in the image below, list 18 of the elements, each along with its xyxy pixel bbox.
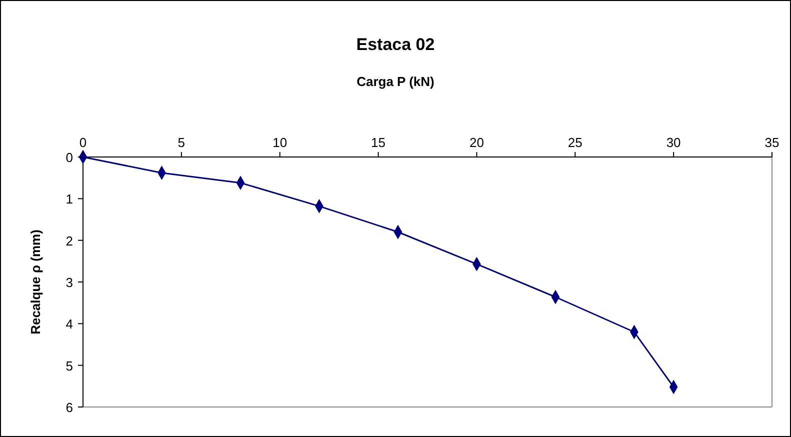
y-tick-label: 0 <box>66 150 73 165</box>
x-axis-title: Carga P (kN) <box>356 74 434 89</box>
chart-title: Estaca 02 <box>356 35 435 54</box>
x-tick-label: 0 <box>79 135 87 150</box>
y-tick-label: 4 <box>66 316 73 332</box>
y-tick-label: 3 <box>66 275 73 290</box>
x-tick-label: 35 <box>764 135 780 150</box>
y-axis-title: Recalque ρ (mm) <box>28 230 43 334</box>
y-tick-label: 1 <box>66 192 73 207</box>
x-tick-label: 30 <box>666 135 681 150</box>
y-tick-label: 6 <box>66 400 73 415</box>
x-tick-label: 5 <box>178 135 186 150</box>
x-tick-label: 25 <box>568 135 582 150</box>
x-tick-label: 15 <box>371 135 386 150</box>
y-tick-label: 2 <box>66 233 73 248</box>
y-tick-label: 5 <box>66 358 73 374</box>
x-tick-label: 20 <box>469 135 484 150</box>
x-tick-label: 10 <box>272 135 288 150</box>
